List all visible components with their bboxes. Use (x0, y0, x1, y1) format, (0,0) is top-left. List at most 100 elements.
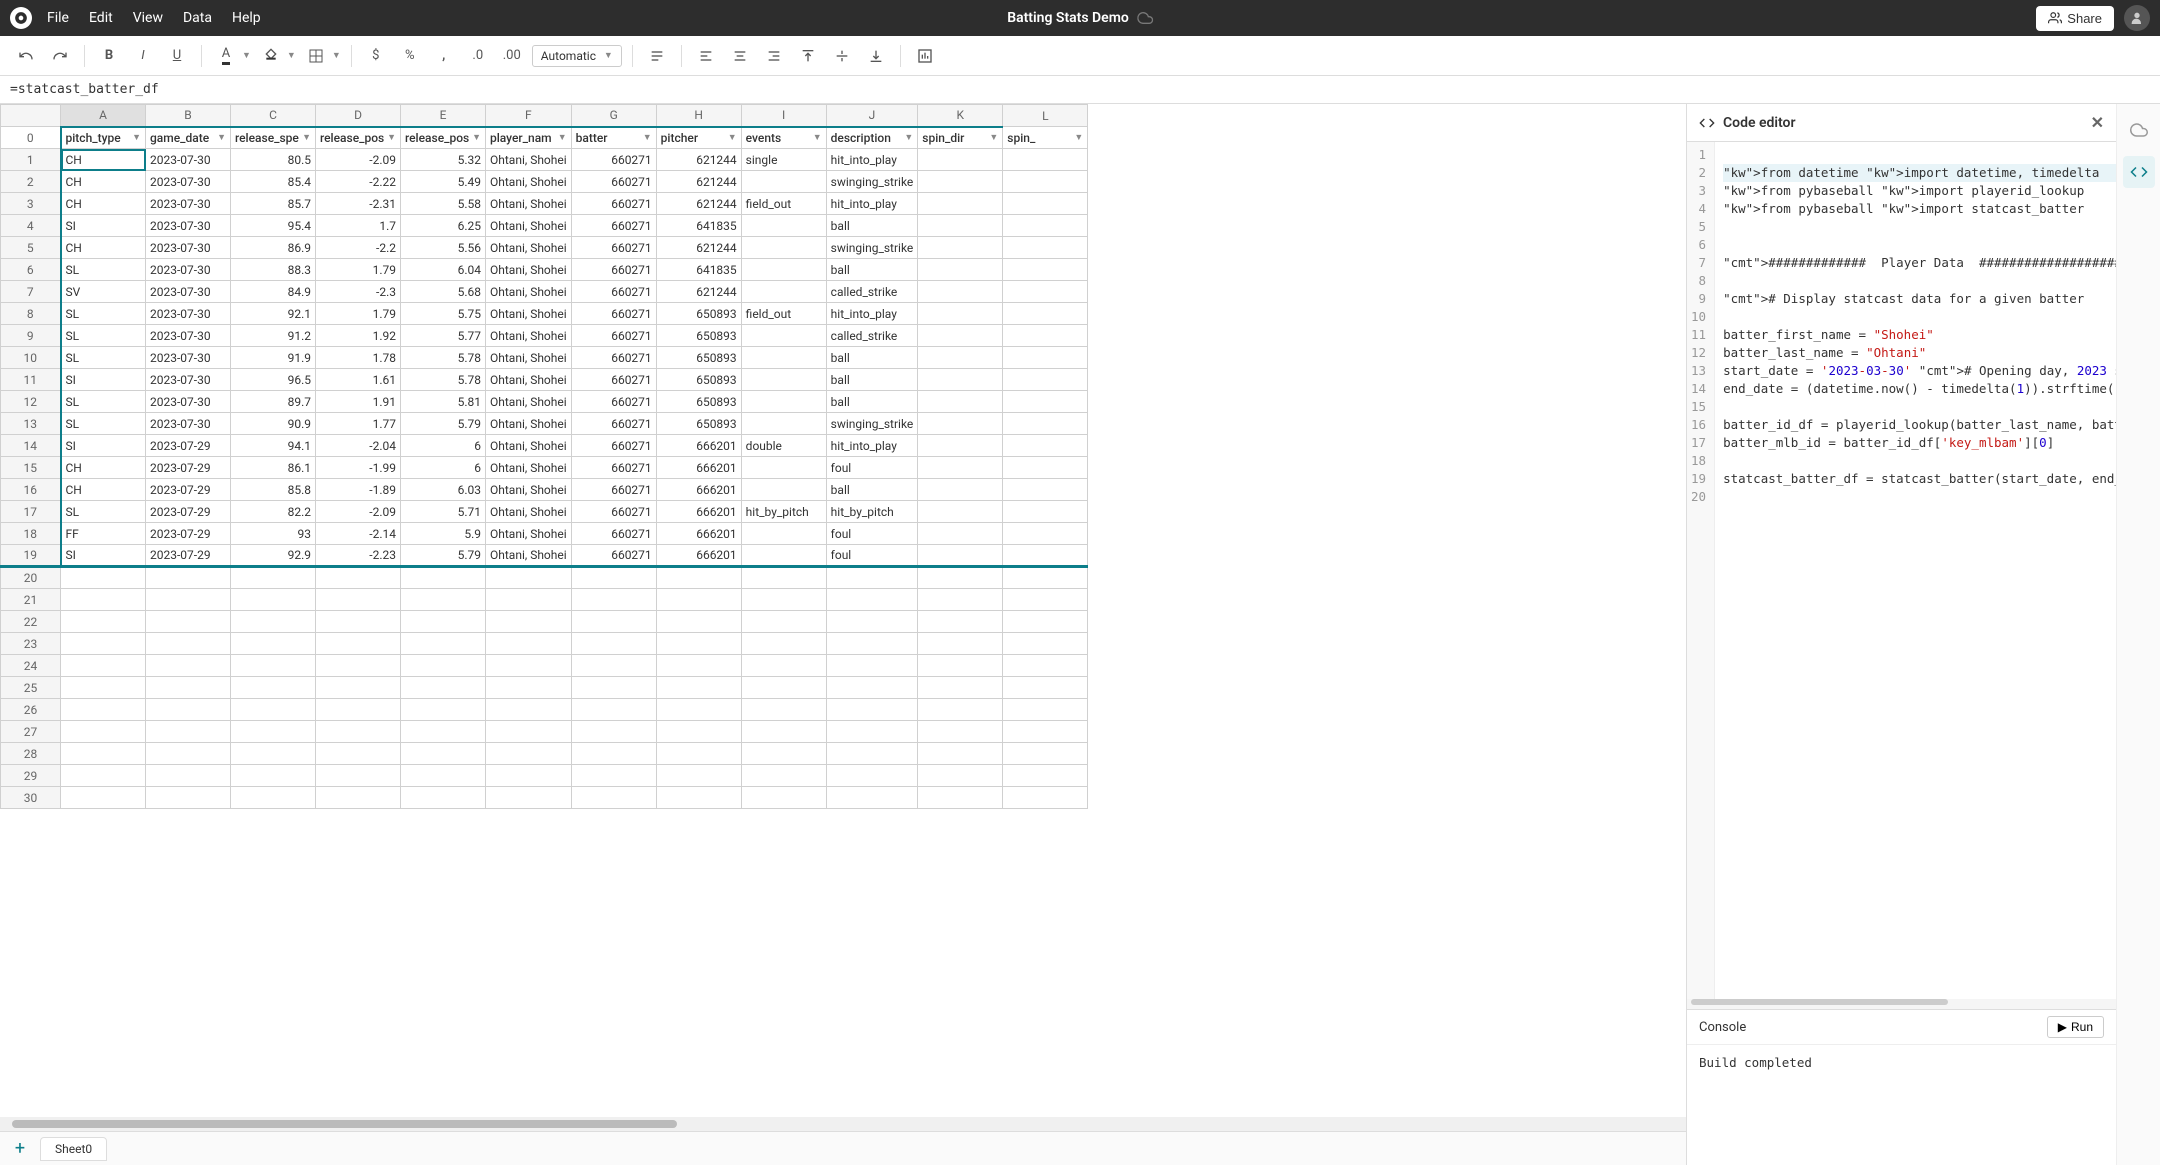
cell[interactable]: Ohtani, Shohei (486, 237, 572, 259)
cell[interactable] (918, 677, 1003, 699)
cell[interactable]: 660271 (571, 457, 656, 479)
code-line[interactable]: batter_id_df = playerid_lookup(batter_la… (1723, 416, 2116, 434)
valign-top-button[interactable] (794, 42, 822, 70)
column-header[interactable]: K (918, 105, 1003, 127)
cell[interactable]: 5.77 (401, 325, 486, 347)
cell[interactable] (826, 699, 918, 721)
cell[interactable]: 91.9 (231, 347, 316, 369)
cell[interactable] (826, 589, 918, 611)
column-header[interactable]: J (826, 105, 918, 127)
filter-dropdown[interactable]: ▼ (302, 132, 311, 143)
cell[interactable] (486, 765, 572, 787)
cell[interactable]: SI (61, 215, 146, 237)
cell[interactable]: 621244 (656, 193, 741, 215)
field-header-cell[interactable]: pitch_type▼ (61, 127, 146, 149)
cell[interactable]: SL (61, 391, 146, 413)
cell[interactable] (826, 721, 918, 743)
cell[interactable] (401, 567, 486, 589)
cell[interactable] (918, 193, 1003, 215)
align-center-button[interactable] (726, 42, 754, 70)
redo-button[interactable] (46, 42, 74, 70)
cell[interactable] (918, 567, 1003, 589)
comma-button[interactable]: , (430, 42, 458, 70)
row-header[interactable]: 24 (1, 655, 61, 677)
code-line[interactable] (1723, 308, 2116, 326)
cell[interactable] (231, 633, 316, 655)
cell[interactable] (1003, 545, 1088, 567)
borders-dropdown[interactable]: ▼ (332, 50, 341, 61)
cell[interactable] (231, 721, 316, 743)
column-header[interactable]: D (316, 105, 401, 127)
cell[interactable] (1003, 215, 1088, 237)
filter-dropdown[interactable]: ▼ (1074, 132, 1083, 143)
underline-button[interactable]: U (163, 42, 191, 70)
cell[interactable]: 2023-07-30 (146, 369, 231, 391)
cell[interactable] (741, 325, 826, 347)
row-header[interactable]: 17 (1, 501, 61, 523)
code-line[interactable] (1723, 398, 2116, 416)
cell[interactable] (656, 765, 741, 787)
menu-data[interactable]: Data (183, 10, 212, 26)
cell[interactable] (741, 765, 826, 787)
code-line[interactable] (1723, 452, 2116, 470)
cell[interactable] (826, 567, 918, 589)
cell[interactable]: -2.31 (316, 193, 401, 215)
cell[interactable] (1003, 523, 1088, 545)
cell[interactable]: 2023-07-30 (146, 281, 231, 303)
cell[interactable]: swinging_strike (826, 413, 918, 435)
column-header[interactable]: E (401, 105, 486, 127)
cell[interactable] (571, 633, 656, 655)
cell[interactable] (1003, 479, 1088, 501)
cell[interactable] (571, 677, 656, 699)
cell[interactable]: 1.79 (316, 259, 401, 281)
cell[interactable]: 2023-07-30 (146, 303, 231, 325)
cell[interactable] (571, 589, 656, 611)
field-header-cell[interactable]: game_date▼ (146, 127, 231, 149)
cell[interactable]: 650893 (656, 391, 741, 413)
cell[interactable]: hit_by_pitch (741, 501, 826, 523)
field-header-cell[interactable]: release_pos▼ (401, 127, 486, 149)
cell[interactable]: ball (826, 479, 918, 501)
cell[interactable] (918, 765, 1003, 787)
row-header[interactable]: 8 (1, 303, 61, 325)
cell[interactable] (61, 567, 146, 589)
cell[interactable]: -2.09 (316, 501, 401, 523)
cell[interactable]: foul (826, 545, 918, 567)
row-header[interactable]: 19 (1, 545, 61, 567)
cell[interactable] (918, 699, 1003, 721)
wrap-text-button[interactable] (643, 42, 671, 70)
cell[interactable]: 2023-07-29 (146, 523, 231, 545)
cell[interactable]: swinging_strike (826, 237, 918, 259)
cell[interactable]: field_out (741, 303, 826, 325)
cell[interactable]: 85.8 (231, 479, 316, 501)
cell[interactable]: SL (61, 325, 146, 347)
cell[interactable] (316, 633, 401, 655)
cell[interactable] (401, 765, 486, 787)
row-header[interactable]: 14 (1, 435, 61, 457)
cell[interactable]: 660271 (571, 259, 656, 281)
cell[interactable]: 660271 (571, 281, 656, 303)
cell[interactable]: Ohtani, Shohei (486, 523, 572, 545)
decrease-decimal-button[interactable]: .0 (464, 42, 492, 70)
cell[interactable]: 1.79 (316, 303, 401, 325)
cell[interactable] (741, 633, 826, 655)
cell[interactable]: called_strike (826, 325, 918, 347)
field-header-cell[interactable]: description▼ (826, 127, 918, 149)
add-sheet-button[interactable]: + (8, 1137, 32, 1161)
cell[interactable]: 2023-07-30 (146, 193, 231, 215)
cell[interactable]: Ohtani, Shohei (486, 391, 572, 413)
cell[interactable] (571, 765, 656, 787)
cell[interactable]: Ohtani, Shohei (486, 545, 572, 567)
cell[interactable] (741, 655, 826, 677)
cell[interactable]: hit_into_play (826, 435, 918, 457)
cell[interactable] (826, 743, 918, 765)
row-header[interactable]: 10 (1, 347, 61, 369)
cell[interactable] (571, 567, 656, 589)
cell[interactable] (656, 567, 741, 589)
row-header[interactable]: 27 (1, 721, 61, 743)
code-line[interactable]: "kw">from datetime "kw">import datetime,… (1723, 164, 2116, 182)
cell[interactable]: FF (61, 523, 146, 545)
cell[interactable] (741, 413, 826, 435)
cell[interactable]: 666201 (656, 457, 741, 479)
cell[interactable] (1003, 743, 1088, 765)
